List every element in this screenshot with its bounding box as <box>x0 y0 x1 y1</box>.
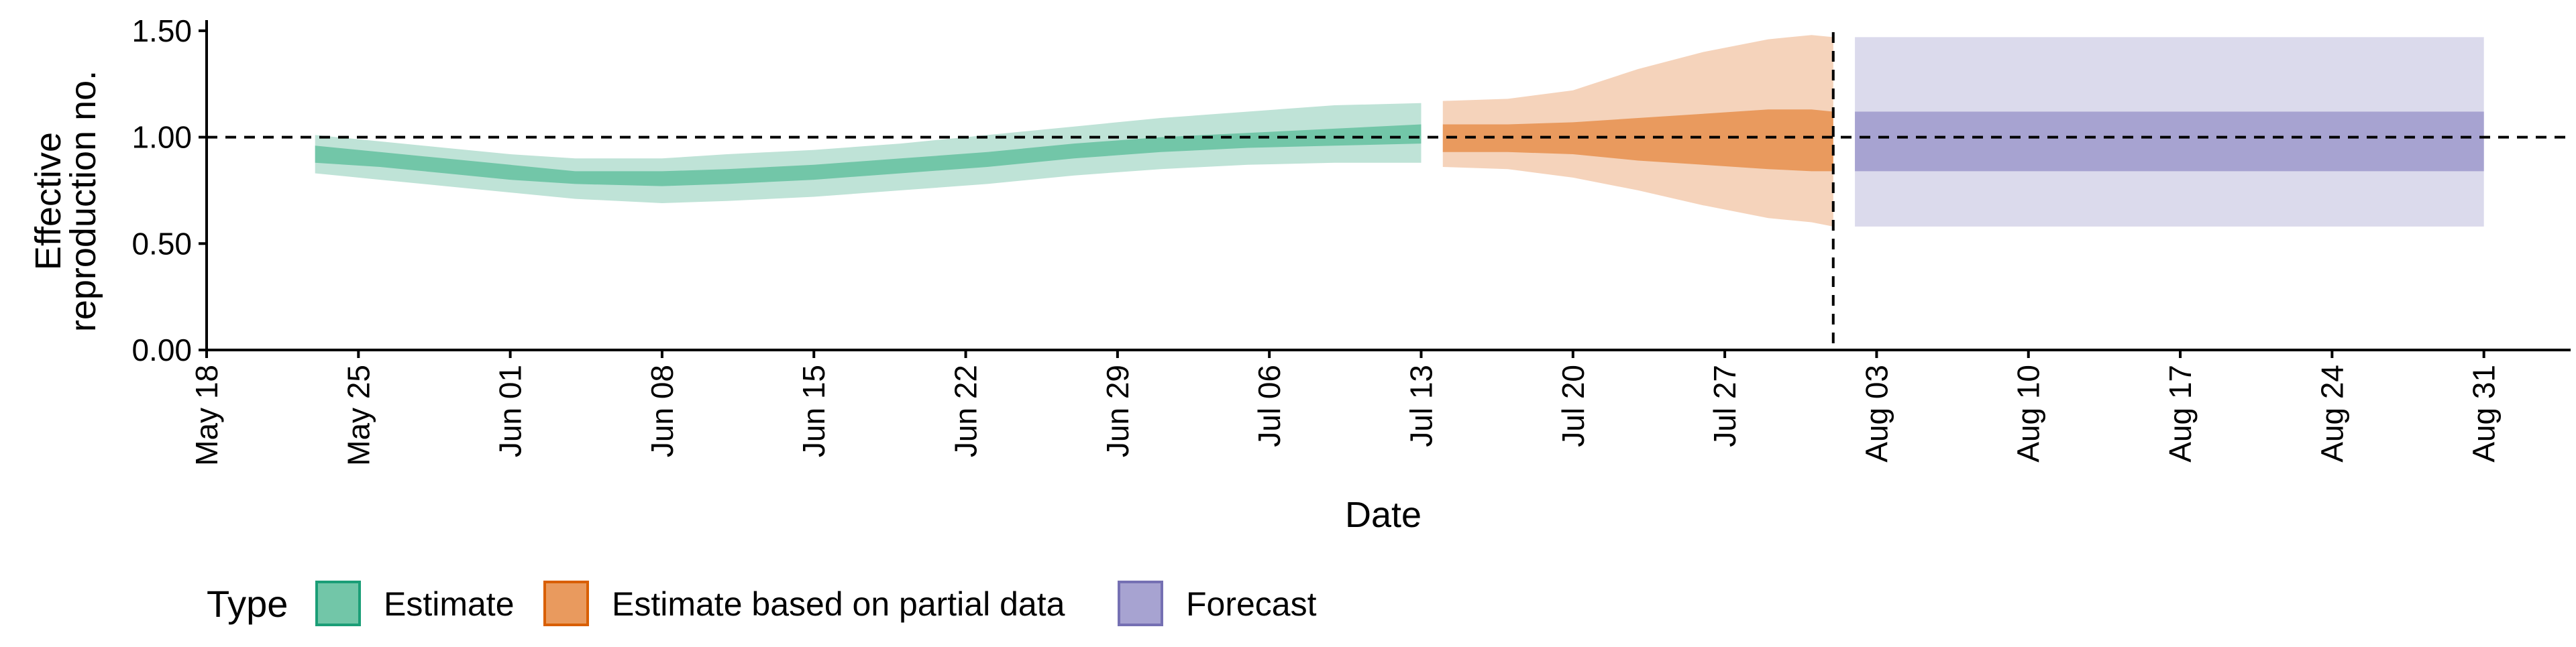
x-tick-label: Jun 29 <box>1100 365 1135 457</box>
x-tick-label: May 18 <box>189 365 224 466</box>
band-inner-1 <box>1442 109 1833 172</box>
x-tick-label: May 25 <box>341 365 376 466</box>
x-tick-label: Jul 06 <box>1252 365 1287 447</box>
x-tick-label: Aug 03 <box>1859 365 1894 463</box>
x-tick-label: Jul 13 <box>1404 365 1439 447</box>
legend-swatch <box>315 581 361 626</box>
legend: Type Estimate Estimate based on partial d… <box>207 581 1317 626</box>
x-tick-label: Jul 20 <box>1556 365 1591 447</box>
band-inner-2 <box>1855 111 2484 172</box>
y-axis-title-line-1: Effective <box>28 132 68 270</box>
y-axis-title-line-2: reproduction no. <box>63 70 103 332</box>
x-tick-label: Jun 08 <box>645 365 680 457</box>
band-outer-0 <box>315 103 1421 203</box>
bands-layer <box>315 35 2484 227</box>
y-tick-label: 1.50 <box>131 13 192 48</box>
legend-swatch <box>1118 581 1163 626</box>
legend-title: Type <box>207 583 288 625</box>
y-ticks: 0.00 0.50 1.00 1.50 <box>131 13 207 367</box>
y-axis-title: Effective reproduction no. <box>28 70 103 332</box>
x-tick-label: Aug 17 <box>2163 365 2198 463</box>
x-tick-label: Aug 24 <box>2314 365 2349 463</box>
y-tick-label: 0.50 <box>131 226 192 261</box>
x-tick-label: Jun 15 <box>796 365 831 457</box>
x-ticks: May 18 May 25 Jun 01 Jun 08 Jun 15 Jun 22 Jun … <box>189 350 2502 466</box>
legend-swatch <box>543 581 589 626</box>
y-tick-label: 1.00 <box>131 120 192 155</box>
legend-label: Forecast <box>1186 585 1317 623</box>
axes-layer: 0.00 0.50 1.00 1.50 May 18 May 25 Jun 01 Jun 0… <box>131 13 2571 466</box>
x-tick-label: Aug 10 <box>2011 365 2046 463</box>
band-inner-0 <box>315 124 1421 186</box>
x-axis-title: Date <box>1345 495 1421 535</box>
legend-label: Estimate <box>384 585 515 623</box>
x-tick-label: Aug 31 <box>2467 365 2502 463</box>
x-tick-label: Jun 22 <box>949 365 983 457</box>
reference-lines-layer <box>207 32 2571 350</box>
x-tick-label: Jun 01 <box>493 365 528 457</box>
x-tick-label: Jul 27 <box>1707 365 1742 447</box>
legend-label: Estimate based on partial data <box>612 585 1065 623</box>
y-tick-label: 0.00 <box>131 333 192 367</box>
